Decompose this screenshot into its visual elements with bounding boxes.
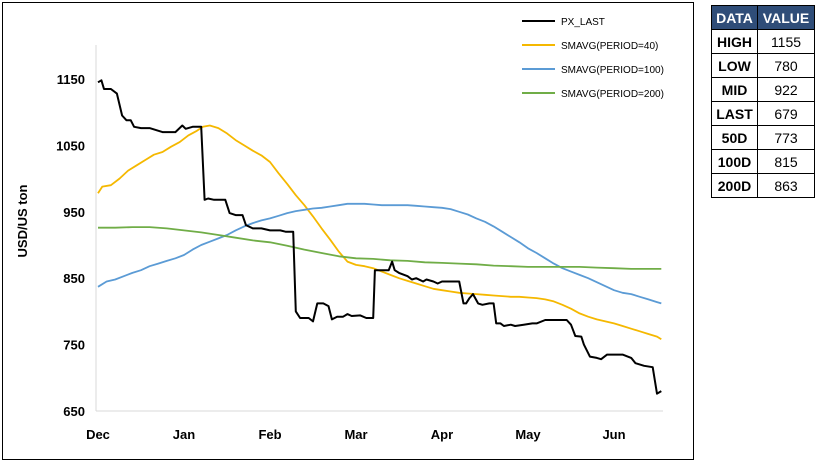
stats-row: 100D 815	[711, 149, 815, 174]
axes: 650 750 850 950 1050 1150 Dec Jan Feb Mar Apr May Ju…	[15, 45, 663, 442]
stats-row-value: 679	[757, 101, 815, 126]
x-tick-label: Feb	[258, 427, 281, 442]
stats-table-header-row: DATA VALUE	[711, 5, 815, 30]
stats-row-value: 773	[757, 125, 815, 150]
legend-entry: PX_LAST	[561, 17, 605, 28]
y-tick-label: 1050	[56, 138, 85, 153]
stats-row-value: 1155	[757, 29, 815, 54]
stats-row: LAST 679	[711, 101, 815, 126]
stats-row-label: LAST	[711, 101, 758, 126]
y-tick-label: 850	[63, 271, 85, 286]
stats-row-label: LOW	[711, 53, 758, 78]
chart-frame: 650 750 850 950 1050 1150 Dec Jan Feb Mar Apr May Ju…	[2, 2, 694, 460]
stats-row: 200D 863	[711, 173, 815, 198]
stats-row: LOW 780	[711, 53, 815, 78]
x-tick-label: Dec	[86, 427, 110, 442]
legend-entry: SMAVG(PERIOD=100)	[561, 65, 664, 76]
stats-row: 50D 773	[711, 125, 815, 150]
y-axis-label: USD/US ton	[15, 184, 30, 257]
stats-row-label: HIGH	[711, 29, 758, 54]
stats-row-label: 200D	[711, 173, 758, 198]
series-line-4	[98, 226, 662, 270]
legend-entry: SMAVG(PERIOD=40)	[561, 41, 658, 52]
stats-row-label: 100D	[711, 149, 758, 174]
legend-entry: SMAVG(PERIOD=200)	[561, 89, 664, 100]
y-tick-label: 650	[63, 404, 85, 419]
line-chart: 650 750 850 950 1050 1150 Dec Jan Feb Mar Apr May Ju…	[15, 17, 664, 442]
series-line-1	[97, 79, 662, 395]
x-tick-label: Mar	[344, 427, 367, 442]
series-line-2	[97, 124, 662, 341]
stats-header-data: DATA	[711, 5, 758, 30]
legend: PX_LAST SMAVG(PERIOD=40) SMAVG(PERIOD=100)…	[522, 17, 664, 100]
y-tick-label: 750	[63, 338, 85, 353]
stats-row-value: 922	[757, 77, 815, 102]
stats-row-value: 863	[757, 173, 815, 198]
stats-row-value: 780	[757, 53, 815, 78]
x-tick-label: May	[515, 427, 541, 442]
stats-row: HIGH 1155	[711, 29, 815, 54]
x-tick-label: Jun	[602, 427, 625, 442]
x-tick-label: Apr	[431, 427, 453, 442]
stats-row-label: MID	[711, 77, 758, 102]
series-line-3	[97, 202, 662, 305]
y-tick-label: 1150	[57, 72, 85, 87]
stats-row: MID 922	[711, 77, 815, 102]
stats-table: DATA VALUE HIGH 1155 LOW 780 MID 922 LAS…	[711, 5, 815, 198]
stats-row-value: 815	[757, 149, 815, 174]
y-tick-label: 950	[63, 205, 85, 220]
stats-header-value: VALUE	[757, 5, 815, 30]
stats-row-label: 50D	[711, 125, 758, 150]
x-tick-label: Jan	[173, 427, 195, 442]
series-lines	[97, 79, 662, 395]
